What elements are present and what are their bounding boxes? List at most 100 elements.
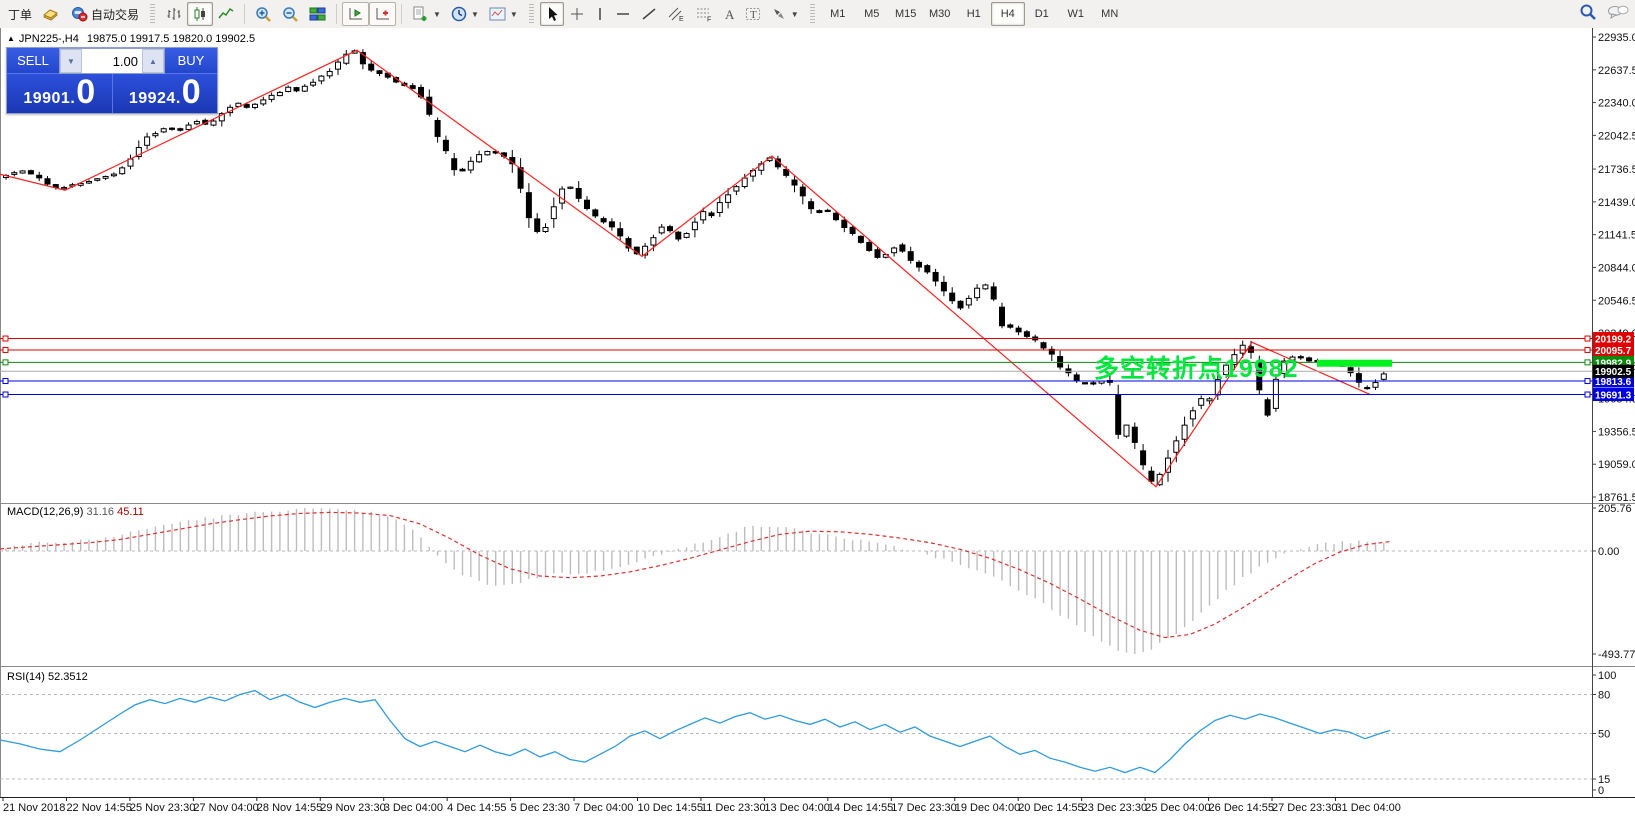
timeframe-w1-button[interactable]: W1 xyxy=(1067,8,1084,20)
svg-text:19813.6: 19813.6 xyxy=(1595,377,1632,388)
label-button[interactable]: T xyxy=(740,2,766,26)
svg-text:22042.5: 22042.5 xyxy=(1598,130,1635,142)
zoom-out-button[interactable] xyxy=(277,2,304,26)
toolbar-separator xyxy=(336,4,338,24)
line-handle[interactable] xyxy=(1584,378,1591,385)
zoom-out-icon xyxy=(282,6,299,23)
svg-text:17 Dec 23:30: 17 Dec 23:30 xyxy=(891,802,956,814)
tile-windows-icon xyxy=(309,6,326,22)
sell-price[interactable]: 19901. 0 xyxy=(7,74,113,113)
symbol-period-label: JPN225-,H4 xyxy=(18,33,79,45)
candlestick-chart-button[interactable] xyxy=(187,2,214,26)
periods-icon xyxy=(451,6,467,22)
chart-shift-button[interactable] xyxy=(369,2,397,26)
buy-button[interactable]: BUY xyxy=(165,48,217,74)
svg-text:31 Dec 04:00: 31 Dec 04:00 xyxy=(1335,802,1400,814)
vertical-line-button[interactable] xyxy=(590,2,610,26)
sell-price-big-digit: 0 xyxy=(76,73,96,111)
arrows-button[interactable]: ▼ xyxy=(766,2,804,26)
auto-scroll-button[interactable] xyxy=(342,2,370,26)
timeframe-d1-button[interactable]: D1 xyxy=(1034,8,1049,20)
chevron-down-icon[interactable]: ▼ xyxy=(509,9,518,19)
chevron-down-icon[interactable]: ▼ xyxy=(433,9,441,19)
templates-button[interactable]: ▼ xyxy=(484,2,523,26)
horizontal-line-button[interactable] xyxy=(610,2,636,26)
line-chart-button[interactable] xyxy=(213,2,239,26)
ohlc-values: 19875.0 19917.5 19820.0 19902.5 xyxy=(86,33,256,45)
toolbar-separator xyxy=(244,4,246,24)
bar-chart-icon xyxy=(166,6,182,22)
highlight-trend-bar[interactable] xyxy=(1317,359,1392,367)
indicators-icon xyxy=(412,6,429,22)
chart-canvas[interactable]: 22935.0 22637.5 22340.0 22042.5 21736.5 21439… xyxy=(0,28,1635,816)
macd-panel[interactable] xyxy=(0,508,1592,654)
price-axis[interactable]: 22935.0 22637.5 22340.0 22042.5 21736.5 21439… xyxy=(1592,32,1635,504)
bar-chart-button[interactable] xyxy=(161,2,187,26)
zigzag-line[interactable] xyxy=(0,49,1371,488)
search-icon[interactable] xyxy=(1579,3,1597,26)
main-price-panel[interactable] xyxy=(0,49,1592,488)
cursor-button[interactable] xyxy=(539,2,564,26)
tile-windows-button[interactable] xyxy=(304,2,331,26)
svg-text:19982.9: 19982.9 xyxy=(1595,358,1632,369)
line-handle[interactable] xyxy=(2,378,9,385)
label-icon: T xyxy=(745,6,761,22)
zoom-in-button[interactable] xyxy=(250,2,277,26)
toolbar-separator xyxy=(528,4,534,24)
line-handle[interactable] xyxy=(2,346,9,353)
indicators-button[interactable]: ▼ xyxy=(407,2,446,26)
chart-text-annotation[interactable]: 多空转折点19982 xyxy=(1094,355,1299,383)
line-handle[interactable] xyxy=(1584,359,1591,366)
zoom-in-icon xyxy=(255,6,272,23)
line-handle[interactable] xyxy=(1584,335,1591,342)
trendline-button[interactable] xyxy=(636,2,662,26)
svg-text:14 Dec 14:55: 14 Dec 14:55 xyxy=(828,802,893,814)
autotrading-icon xyxy=(70,6,88,22)
sell-button[interactable]: SELL xyxy=(7,48,59,74)
periods-button[interactable]: ▼ xyxy=(446,2,484,26)
svg-text:26 Dec 14:55: 26 Dec 14:55 xyxy=(1209,802,1274,814)
history-book-button[interactable] xyxy=(37,2,65,26)
line-handle[interactable] xyxy=(1584,391,1591,398)
text-button[interactable]: A xyxy=(718,2,740,26)
toolbar-separator xyxy=(150,4,156,24)
timeframe-m30-button[interactable]: M30 xyxy=(929,8,951,20)
line-handle[interactable] xyxy=(2,335,9,342)
rsi-panel[interactable] xyxy=(0,689,1592,780)
timeframe-mn-button[interactable]: MN xyxy=(1101,8,1119,20)
chevron-down-icon[interactable]: ▼ xyxy=(470,9,479,19)
svg-text:20844.0: 20844.0 xyxy=(1598,262,1635,274)
timeframe-m15-button[interactable]: M15 xyxy=(895,8,917,20)
volume-decrease-icon[interactable]: ▼ xyxy=(60,49,82,73)
svg-text:18761.5: 18761.5 xyxy=(1598,492,1635,504)
main-toolbar: 丁单 自动交易 ▼ ▼ ▼ E F A T ▼ M1 M5 M15 M30 H1 H4 D1 W1 MN xyxy=(0,0,1635,29)
buy-price-main: 19924 xyxy=(128,90,176,107)
timeframe-m5-button[interactable]: M5 xyxy=(864,8,880,20)
fibonacci-button[interactable]: F xyxy=(690,2,718,26)
timeframe-m1-button[interactable]: M1 xyxy=(830,8,846,20)
svg-text:0.00: 0.00 xyxy=(1598,546,1619,558)
line-handle[interactable] xyxy=(2,359,9,366)
svg-text:20199.2: 20199.2 xyxy=(1595,335,1632,346)
collapse-triangle-icon[interactable]: ▲ xyxy=(7,34,15,43)
volume-input[interactable]: 1.00 xyxy=(82,49,142,73)
toolbar-group xyxy=(339,0,399,28)
toolbar-group xyxy=(158,0,242,28)
chevron-down-icon[interactable]: ▼ xyxy=(790,9,799,19)
channel-button[interactable]: E xyxy=(662,2,690,26)
line-handle[interactable] xyxy=(1584,346,1591,353)
timeframe-h1-button[interactable]: H1 xyxy=(966,8,981,20)
svg-text:21439.0: 21439.0 xyxy=(1598,197,1635,209)
svg-text:22935.0: 22935.0 xyxy=(1598,32,1635,44)
chat-icon[interactable] xyxy=(1607,4,1629,25)
crosshair-button[interactable] xyxy=(564,2,590,26)
buy-price[interactable]: 19924. 0 xyxy=(112,74,217,113)
autotrading-button[interactable]: 自动交易 xyxy=(65,2,144,26)
timeframe-h4-button[interactable]: H4 xyxy=(990,2,1025,26)
new-order-button[interactable]: 丁单 xyxy=(8,7,33,22)
chart-shift-icon xyxy=(374,6,391,22)
line-handle[interactable] xyxy=(2,391,9,398)
svg-text:A: A xyxy=(725,7,735,22)
volume-increase-icon[interactable]: ▲ xyxy=(142,49,164,73)
